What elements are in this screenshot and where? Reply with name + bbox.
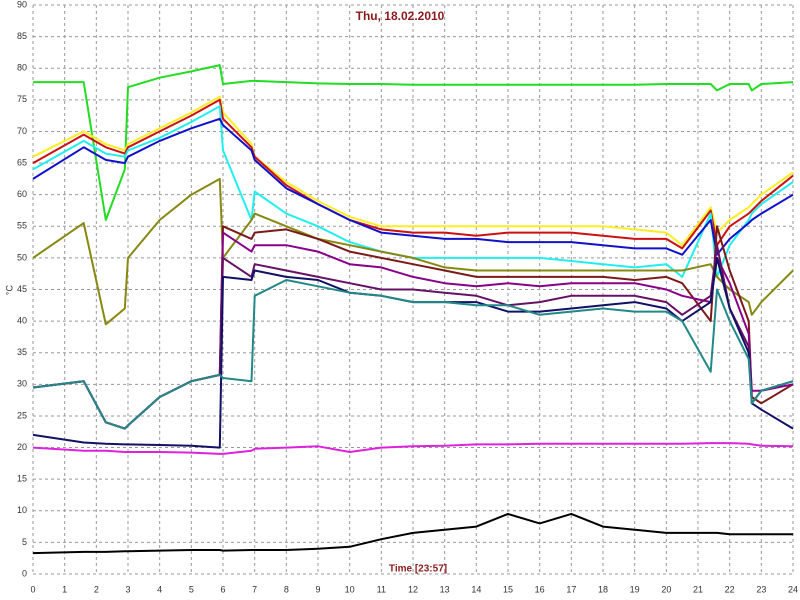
x-tick-label: 18 bbox=[598, 584, 608, 594]
chart-title: Thu, 18.02.2010 bbox=[356, 9, 445, 23]
y-tick-label: 65 bbox=[17, 157, 27, 167]
y-tick-label: 20 bbox=[17, 442, 27, 452]
x-tick-label: 19 bbox=[630, 584, 640, 594]
x-tick-label: 3 bbox=[125, 584, 130, 594]
x-tick-label: 10 bbox=[345, 584, 355, 594]
x-tick-label: 21 bbox=[693, 584, 703, 594]
x-tick-label: 0 bbox=[30, 584, 35, 594]
y-tick-label: 90 bbox=[17, 0, 27, 9]
y-tick-label: 55 bbox=[17, 221, 27, 231]
x-tick-label: 8 bbox=[284, 584, 289, 594]
series-line bbox=[32, 279, 794, 430]
series-line bbox=[32, 177, 794, 326]
y-tick-label: 75 bbox=[17, 94, 27, 104]
y-tick-label: 15 bbox=[17, 474, 27, 484]
y-axis-label: °C bbox=[4, 284, 14, 295]
x-tick-label: 15 bbox=[503, 584, 513, 594]
x-tick-label: 6 bbox=[220, 584, 225, 594]
y-tick-label: 0 bbox=[22, 568, 27, 578]
x-tick-label: 11 bbox=[377, 584, 386, 594]
y-tick-label: 35 bbox=[17, 347, 27, 357]
y-tick-label: 10 bbox=[17, 505, 27, 515]
x-tick-label: 9 bbox=[315, 584, 320, 594]
y-tick-label: 30 bbox=[17, 379, 27, 389]
y-tick-label: 85 bbox=[17, 31, 27, 41]
x-tick-label: 22 bbox=[725, 584, 735, 594]
x-tick-label: 7 bbox=[252, 584, 257, 594]
y-tick-label: 45 bbox=[17, 284, 27, 294]
x-tick-label: 14 bbox=[471, 584, 481, 594]
x-tick-label: 17 bbox=[566, 584, 576, 594]
y-tick-label: 80 bbox=[17, 63, 27, 73]
x-tick-label: 13 bbox=[440, 584, 450, 594]
x-tick-label: 24 bbox=[788, 584, 798, 594]
x-tick-label: 12 bbox=[408, 584, 418, 594]
y-tick-label: 50 bbox=[17, 252, 27, 262]
x-tick-label: 2 bbox=[94, 584, 99, 594]
x-tick-label: 1 bbox=[62, 584, 67, 594]
x-tick-label: 16 bbox=[535, 584, 545, 594]
x-tick-label: 5 bbox=[189, 584, 194, 594]
series-line bbox=[32, 442, 794, 455]
x-tick-label: 23 bbox=[756, 584, 766, 594]
x-tick-label: 4 bbox=[157, 584, 162, 594]
y-tick-label: 25 bbox=[17, 410, 27, 420]
series-line bbox=[33, 64, 794, 221]
y-tick-label: 60 bbox=[17, 189, 27, 199]
x-axis-label: Time [23:57] bbox=[389, 564, 447, 575]
y-tick-label: 5 bbox=[22, 537, 27, 547]
series-line bbox=[32, 512, 793, 555]
y-tick-label: 40 bbox=[17, 315, 27, 325]
y-tick-label: 70 bbox=[17, 126, 27, 136]
x-tick-label: 20 bbox=[661, 584, 671, 594]
